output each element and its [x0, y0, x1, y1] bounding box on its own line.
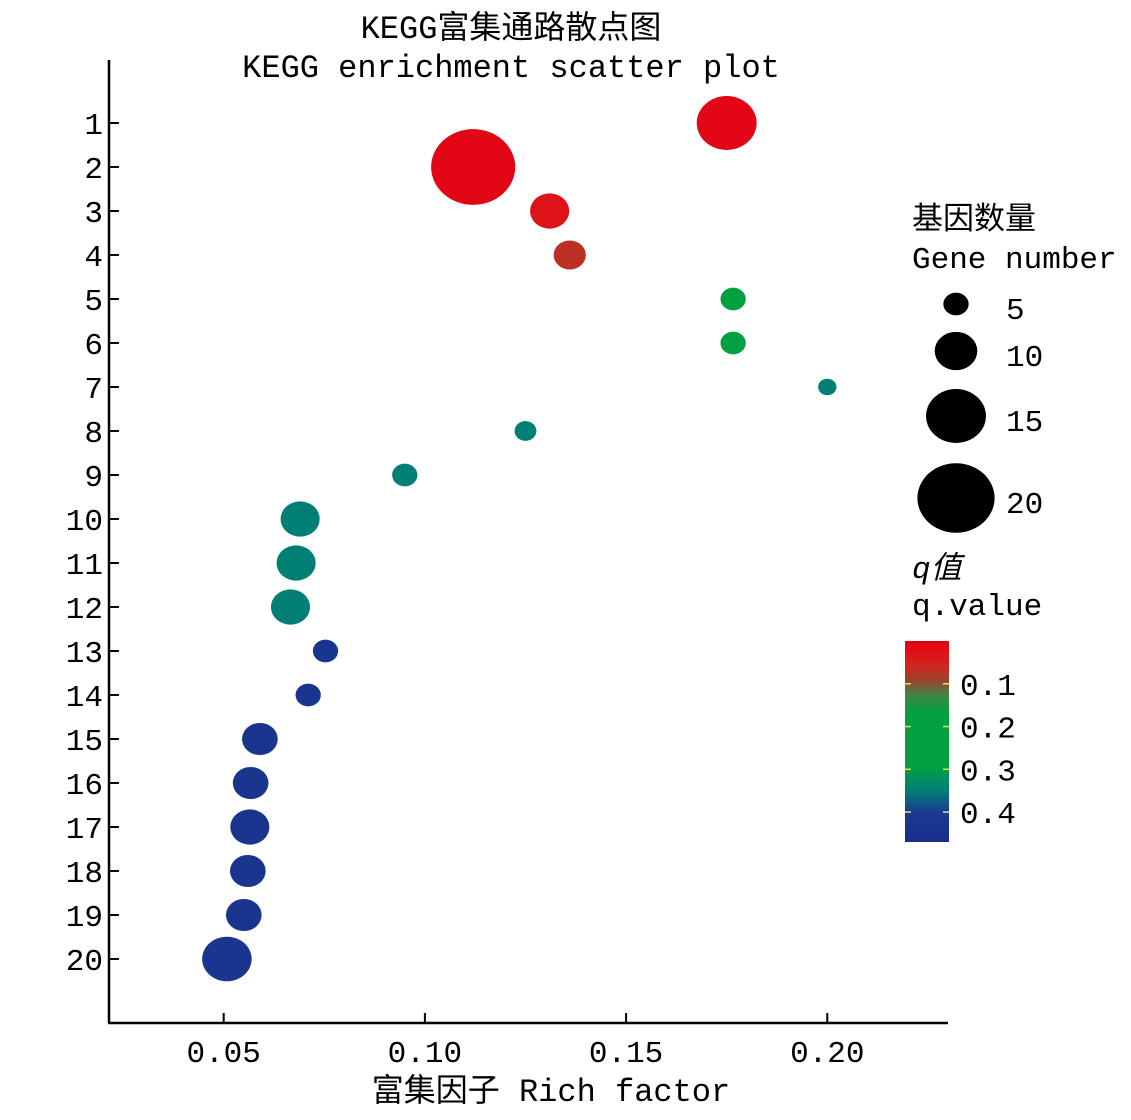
y-tick-label: 20 — [66, 945, 103, 980]
chart-title: KEGG富集通路散点图 — [361, 10, 662, 48]
size-legend-subtitle: Gene number — [912, 243, 1117, 278]
color-bar-label: 0.4 — [960, 798, 1016, 833]
data-point-pathway-1 — [696, 96, 757, 150]
y-tick-label: 11 — [66, 549, 103, 584]
data-point-pathway-16 — [232, 766, 269, 800]
y-tick-label: 8 — [84, 417, 103, 452]
size-legend-title: 基因数量 — [912, 202, 1036, 239]
data-point-pathway-17 — [230, 809, 270, 845]
data-point-pathway-10 — [280, 501, 320, 537]
size-legend-marker — [943, 292, 969, 316]
data-point-pathway-5 — [720, 287, 746, 311]
data-point-pathway-15 — [242, 722, 278, 756]
y-tick-label: 10 — [66, 505, 103, 540]
data-point-pathway-2 — [431, 129, 516, 205]
x-tick-label: 0.10 — [388, 1037, 462, 1072]
color-bar — [905, 641, 949, 842]
size-legend-label: 5 — [1006, 294, 1025, 329]
color-bar-label: 0.3 — [960, 755, 1016, 790]
y-tick-label: 4 — [84, 241, 103, 276]
data-point-pathway-7 — [818, 378, 837, 396]
y-tick-label: 16 — [66, 769, 103, 804]
data-point-pathway-13 — [312, 639, 339, 663]
y-tick-label: 5 — [84, 285, 103, 320]
data-point-pathway-9 — [392, 463, 418, 487]
data-point-pathway-4 — [553, 240, 586, 270]
data-point-pathway-6 — [720, 331, 746, 355]
y-tick-label: 1 — [84, 109, 103, 144]
data-point-pathway-18 — [229, 854, 266, 888]
y-tick-label: 12 — [66, 593, 103, 628]
data-point-pathway-20 — [202, 936, 252, 982]
y-tick-label: 14 — [66, 681, 103, 716]
y-tick-label: 17 — [66, 813, 103, 848]
x-tick-label: 0.15 — [589, 1037, 663, 1072]
color-legend-subtitle: q.value — [912, 590, 1042, 625]
x-axis-label: 富集因子 Rich factor — [372, 1073, 730, 1111]
color-bar-label: 0.1 — [960, 670, 1016, 705]
data-point-pathway-19 — [225, 898, 262, 932]
size-legend-marker — [934, 331, 978, 371]
size-legend-label: 15 — [1006, 406, 1043, 441]
y-tick-label: 19 — [66, 901, 103, 936]
y-tick-label: 3 — [84, 197, 103, 232]
data-point-pathway-12 — [270, 589, 311, 625]
size-legend-marker — [917, 463, 995, 533]
y-tick-label: 2 — [84, 153, 103, 188]
x-tick-label: 0.05 — [186, 1037, 260, 1072]
color-bar-label: 0.2 — [960, 713, 1016, 748]
chart-subtitle: KEGG enrichment scatter plot — [242, 50, 780, 87]
y-tick-label: 15 — [66, 725, 103, 760]
y-tick-label: 9 — [84, 461, 103, 496]
data-point-pathway-3 — [530, 193, 570, 229]
size-legend-label: 10 — [1006, 341, 1043, 376]
data-point-pathway-11 — [276, 545, 316, 581]
x-tick-label: 0.20 — [790, 1037, 864, 1072]
y-tick-label: 6 — [84, 329, 103, 364]
y-tick-label: 18 — [66, 857, 103, 892]
size-legend-label: 20 — [1006, 488, 1043, 523]
color-legend-title: q值 — [912, 551, 966, 588]
size-legend-marker — [926, 389, 986, 443]
y-tick-label: 13 — [66, 637, 103, 672]
data-point-pathway-14 — [295, 683, 321, 707]
data-point-pathway-8 — [514, 421, 537, 441]
y-tick-label: 7 — [84, 373, 103, 408]
